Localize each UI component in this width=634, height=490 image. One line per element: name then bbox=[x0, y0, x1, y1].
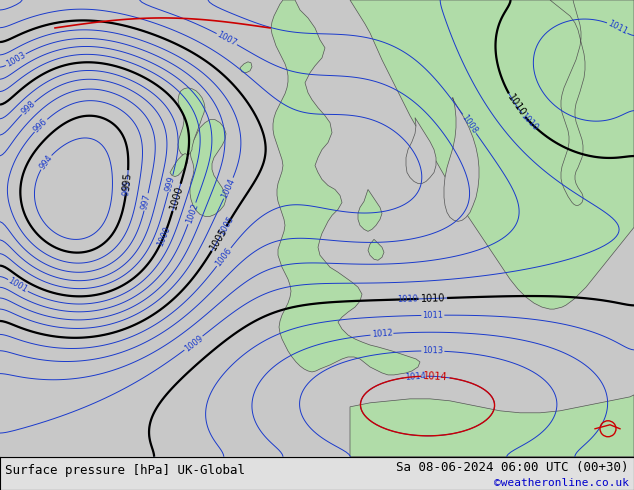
Text: 1001: 1001 bbox=[6, 276, 29, 295]
Polygon shape bbox=[406, 118, 436, 183]
Polygon shape bbox=[444, 98, 479, 221]
Text: 1014: 1014 bbox=[404, 371, 426, 382]
Text: 1000: 1000 bbox=[155, 225, 172, 248]
Text: ©weatheronline.co.uk: ©weatheronline.co.uk bbox=[494, 478, 629, 489]
Polygon shape bbox=[358, 190, 382, 231]
Text: 1014: 1014 bbox=[423, 371, 448, 382]
Polygon shape bbox=[550, 0, 585, 205]
Text: 999: 999 bbox=[164, 175, 177, 192]
Text: 1004: 1004 bbox=[220, 177, 237, 199]
Polygon shape bbox=[368, 239, 384, 260]
Text: 995: 995 bbox=[122, 172, 133, 191]
Text: 1006: 1006 bbox=[214, 246, 234, 268]
Polygon shape bbox=[271, 0, 420, 375]
Text: 1003: 1003 bbox=[4, 50, 27, 69]
Text: 997: 997 bbox=[140, 193, 152, 211]
Polygon shape bbox=[178, 88, 205, 155]
Text: 1010: 1010 bbox=[397, 294, 418, 304]
Text: 1013: 1013 bbox=[422, 346, 443, 356]
Text: 1009: 1009 bbox=[183, 333, 205, 353]
Text: 1002: 1002 bbox=[184, 202, 200, 225]
Polygon shape bbox=[240, 62, 252, 73]
Polygon shape bbox=[350, 0, 634, 309]
Text: 1012: 1012 bbox=[371, 329, 392, 340]
Text: 1005: 1005 bbox=[209, 225, 230, 252]
Text: 1005: 1005 bbox=[217, 215, 236, 237]
Polygon shape bbox=[190, 120, 226, 217]
Text: 1000: 1000 bbox=[169, 184, 185, 211]
Text: 996: 996 bbox=[32, 117, 49, 134]
Polygon shape bbox=[170, 153, 188, 176]
Polygon shape bbox=[350, 395, 634, 457]
Text: Surface pressure [hPa] UK-Global: Surface pressure [hPa] UK-Global bbox=[5, 464, 245, 476]
Text: 1011: 1011 bbox=[422, 311, 443, 320]
Text: 1011: 1011 bbox=[606, 19, 629, 36]
Text: 994: 994 bbox=[37, 153, 54, 171]
Text: 1007: 1007 bbox=[216, 30, 238, 48]
Text: 1010: 1010 bbox=[505, 93, 527, 119]
Text: 995: 995 bbox=[121, 180, 132, 196]
Text: 1010: 1010 bbox=[519, 111, 540, 132]
Text: 1010: 1010 bbox=[420, 293, 445, 304]
Text: Sa 08-06-2024 06:00 UTC (00+30): Sa 08-06-2024 06:00 UTC (00+30) bbox=[396, 461, 629, 474]
Text: 998: 998 bbox=[19, 99, 37, 117]
Text: 1008: 1008 bbox=[460, 113, 479, 135]
